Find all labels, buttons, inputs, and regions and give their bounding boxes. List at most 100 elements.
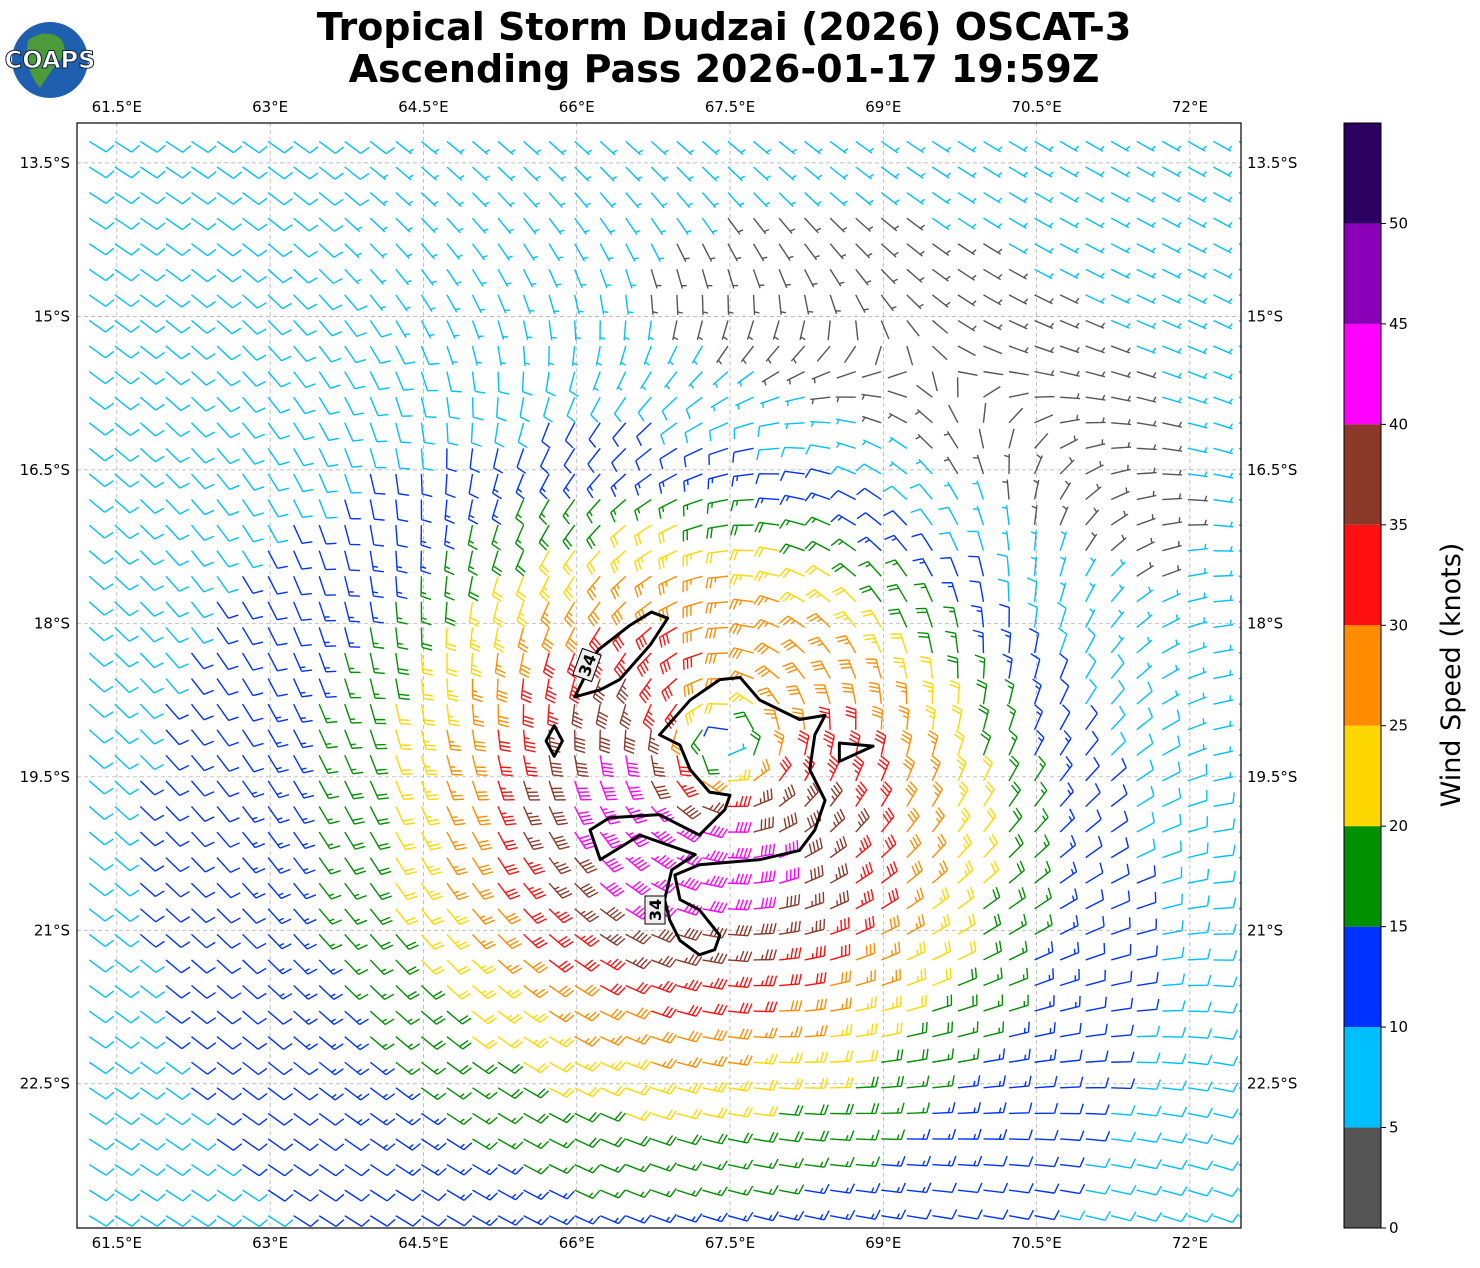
wind-barb (575, 320, 581, 340)
wind-barb (1111, 654, 1124, 678)
wind-barb (881, 1210, 905, 1219)
wind-barb (611, 500, 626, 523)
wind-barb (421, 193, 438, 207)
wind-barb (166, 1062, 190, 1074)
wind-barb (1162, 470, 1182, 475)
wind-barb (294, 602, 312, 620)
wind-barb (659, 576, 677, 595)
wind-barb (1239, 244, 1258, 253)
wind-barb (973, 481, 984, 500)
wind-barb (447, 909, 469, 925)
wind-barb (626, 958, 651, 969)
wind-barb (294, 320, 317, 335)
wind-barb (754, 193, 770, 208)
wind-barb (651, 1136, 676, 1146)
wind-barb (421, 576, 431, 599)
wind-barb (1002, 505, 1009, 525)
wind-barb (958, 887, 974, 909)
wind-barb (1035, 1184, 1059, 1193)
wind-barb (1188, 218, 1207, 227)
wind-barb (1111, 193, 1130, 203)
wind-barb (243, 1113, 268, 1125)
wind-barb (907, 295, 924, 309)
wind-barb (1137, 786, 1154, 807)
wind-barb (524, 960, 548, 973)
wind-barb (651, 781, 670, 799)
wind-barb (1086, 836, 1102, 857)
wind-barb (1162, 1213, 1187, 1222)
wind-barb (89, 730, 113, 743)
wind-barb (651, 1214, 676, 1222)
wind-barb (370, 269, 386, 284)
wind-barb (626, 857, 650, 870)
wind-barb (1060, 942, 1079, 960)
wind-barb (89, 1216, 114, 1226)
wind-barb (115, 755, 139, 769)
wind-barb (166, 1037, 190, 1049)
wind-barb (1213, 473, 1233, 478)
contour-line (839, 743, 873, 761)
wind-barb (243, 295, 267, 308)
wind-barb (447, 397, 460, 418)
wind-barb (294, 295, 317, 309)
wind-barb (396, 781, 414, 800)
colorbar-tick-label: 50 (1389, 214, 1408, 232)
contour-label: 34 (645, 896, 665, 924)
wind-barb (1188, 642, 1207, 653)
wind-barb (754, 244, 768, 261)
wind-barb (166, 1216, 191, 1227)
wind-barb (575, 909, 599, 922)
wind-barb (702, 1161, 727, 1170)
wind-barb (345, 1037, 369, 1050)
wind-barb (838, 660, 856, 679)
wind-barb (217, 679, 238, 695)
wind-barb (932, 1129, 955, 1139)
wind-barb (498, 1139, 523, 1149)
wind-barb (243, 167, 268, 179)
wind-barb (635, 500, 652, 521)
wind-barb (983, 269, 1001, 279)
wind-barb (831, 539, 856, 551)
wind-barb (1060, 1211, 1085, 1220)
wind-barb (115, 858, 139, 871)
wind-barb (524, 806, 542, 824)
wind-barb (779, 141, 797, 154)
wind-barb (773, 320, 779, 339)
wind-barb (140, 1165, 165, 1176)
wind-barb (243, 730, 264, 747)
wind-barb (294, 832, 315, 848)
wind-barb (932, 1209, 956, 1218)
wind-barb (89, 320, 114, 332)
wind-barb (1137, 372, 1156, 378)
wind-barb (702, 978, 726, 989)
wind-barb (668, 346, 677, 365)
wind-barb (140, 730, 163, 744)
colorbar-segment (1344, 927, 1381, 1027)
colorbar-segment (1344, 726, 1381, 826)
wind-barb (1188, 617, 1207, 627)
wind-barb (542, 423, 550, 448)
wind-barb (856, 1023, 877, 1036)
wind-barb (549, 320, 556, 340)
wind-barb (779, 1158, 803, 1167)
wind-barb (1086, 508, 1099, 525)
wind-barb (294, 755, 314, 773)
wind-barb (166, 730, 189, 745)
wind-barb (396, 1037, 420, 1050)
wind-barb (626, 295, 633, 315)
wind-barb (191, 1037, 215, 1049)
wind-barb (856, 1130, 879, 1140)
wind-barb (140, 1037, 164, 1049)
wind-barb (396, 320, 410, 337)
wind-barb (1137, 346, 1156, 353)
wind-barb (728, 951, 752, 961)
wind-barb (677, 218, 692, 234)
wind-barb (734, 712, 754, 730)
wind-barb (524, 1113, 549, 1123)
wind-barb (932, 167, 950, 178)
wind-barb (1111, 864, 1129, 883)
wind-barb (243, 1011, 267, 1024)
wind-barb (524, 1037, 549, 1048)
wind-barb (685, 423, 702, 443)
